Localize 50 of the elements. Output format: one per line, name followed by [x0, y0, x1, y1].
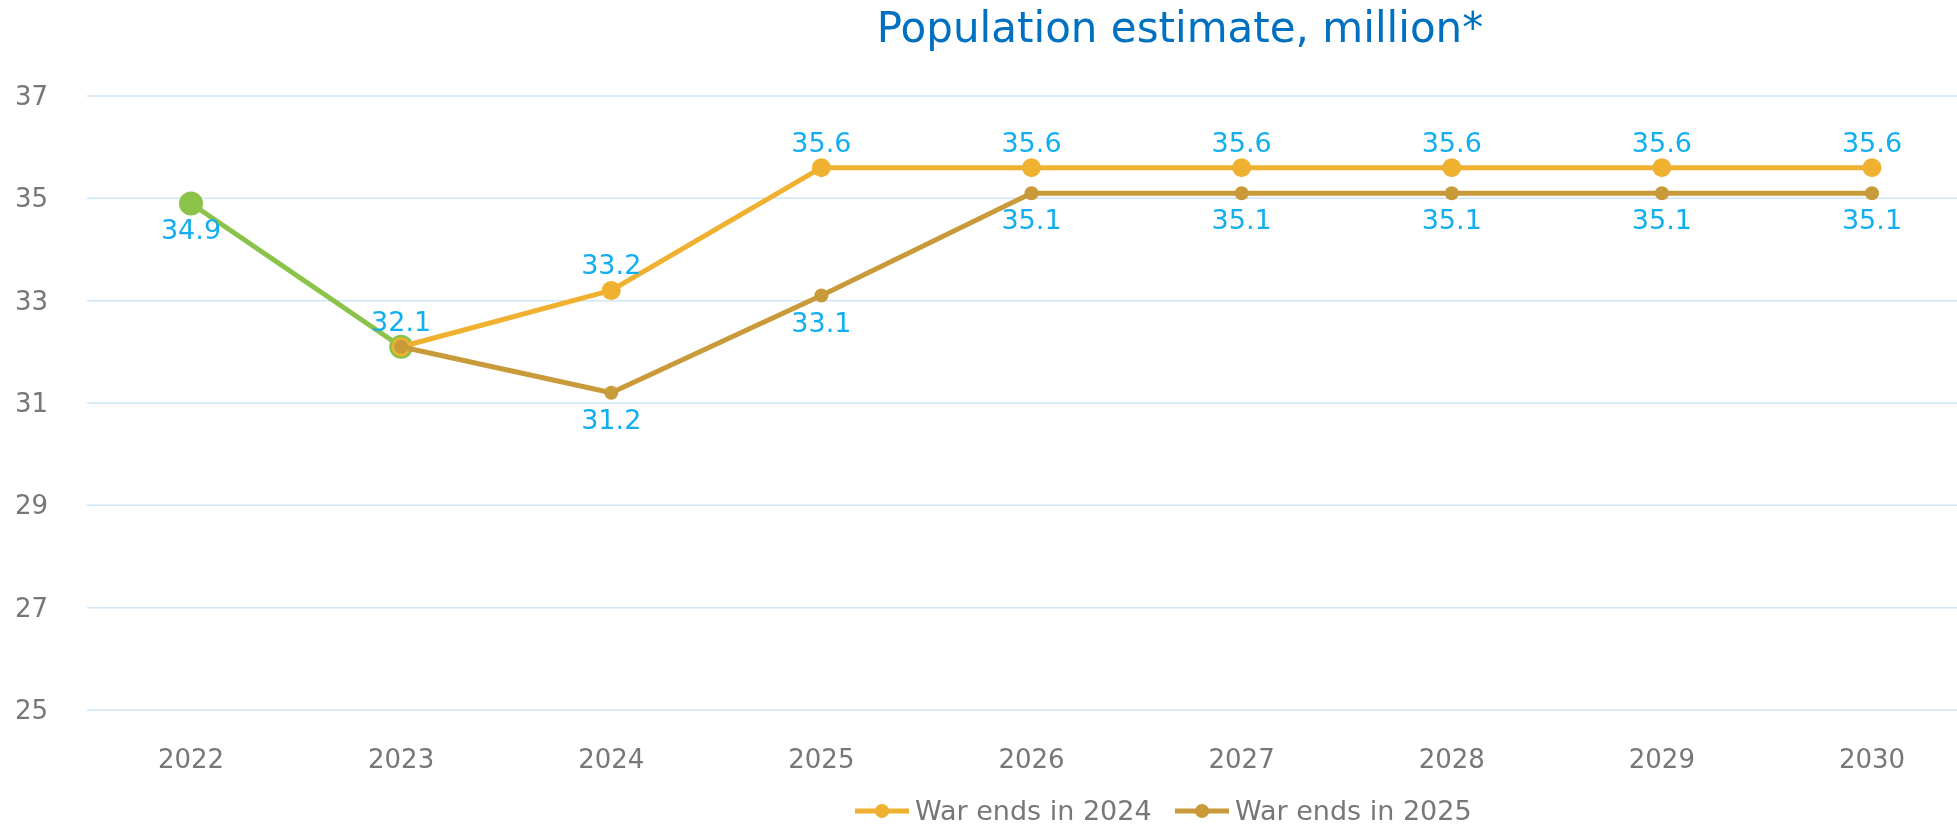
data-label: 33.2 [581, 249, 642, 281]
point [1234, 186, 1249, 201]
x-tick-label: 2025 [788, 744, 855, 774]
point [1442, 158, 1462, 178]
data-label: 35.6 [1001, 126, 1062, 158]
y-tick-label: 29 [14, 490, 48, 521]
data-label: 35.6 [1211, 126, 1272, 158]
data-label: 32.1 [371, 305, 432, 337]
x-tick-label: 2028 [1418, 744, 1485, 774]
point [1232, 158, 1252, 178]
x-tick-label: 2024 [578, 744, 645, 774]
data-label: 35.1 [1841, 204, 1903, 236]
legend-label: War ends in 2025 [1235, 795, 1472, 826]
point [1865, 186, 1879, 201]
point [604, 385, 619, 400]
data-label: 35.1 [1421, 204, 1482, 236]
point [601, 280, 621, 300]
x-tick-label: 2026 [998, 744, 1065, 774]
data-label: 35.6 [1841, 126, 1903, 158]
y-tick-label: 31 [14, 388, 48, 419]
data-label: 33.1 [791, 306, 852, 338]
point [1022, 158, 1041, 178]
y-tick-label: 37 [14, 81, 48, 112]
data-label: 35.1 [1001, 204, 1062, 236]
point [1654, 186, 1669, 201]
data-label: 35.6 [1631, 126, 1692, 158]
point [814, 288, 829, 303]
data-label: 35.6 [791, 126, 852, 158]
chart-title: Population estimate, million* [876, 3, 1484, 52]
y-tick-label: 35 [14, 183, 48, 214]
data-label: 31.2 [581, 403, 642, 435]
data-label: 35.1 [1631, 204, 1692, 236]
x-tick-label: 2022 [157, 744, 225, 774]
data-label: 35.1 [1211, 204, 1272, 236]
point [1652, 158, 1672, 178]
x-tick-label: 2023 [368, 744, 435, 774]
point [811, 158, 831, 178]
y-tick-label: 33 [14, 285, 48, 316]
point [1862, 158, 1882, 178]
legend-label: War ends in 2024 [915, 795, 1152, 826]
x-tick-label: 2029 [1628, 744, 1695, 774]
point [1024, 186, 1039, 201]
data-label: 35.6 [1421, 126, 1482, 158]
point [179, 191, 203, 216]
point [1444, 186, 1459, 201]
x-tick-label: 2030 [1838, 744, 1906, 774]
x-tick-label: 2027 [1208, 744, 1275, 774]
y-tick-label: 25 [14, 695, 48, 726]
data-label: 34.9 [160, 214, 222, 246]
y-tick-label: 27 [14, 592, 48, 623]
